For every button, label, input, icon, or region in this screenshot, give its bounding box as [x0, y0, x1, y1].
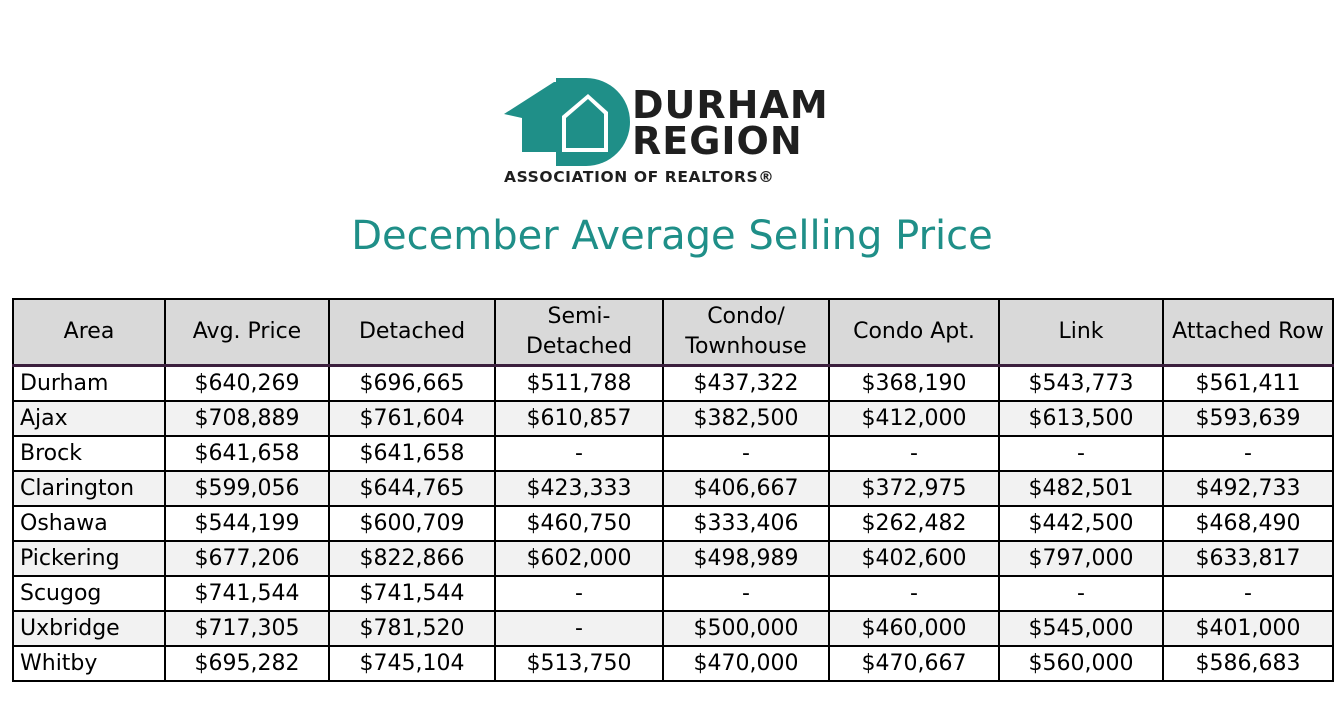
column-header: Attached Row	[1162, 298, 1334, 367]
price-cell: $641,658	[164, 435, 330, 472]
area-cell: Ajax	[12, 400, 166, 437]
area-cell: Pickering	[12, 540, 166, 577]
price-cell: $500,000	[662, 610, 830, 647]
price-cell: $599,056	[164, 470, 330, 507]
area-cell: Uxbridge	[12, 610, 166, 647]
price-cell: $544,199	[164, 505, 330, 542]
column-header: Link	[998, 298, 1164, 367]
price-cell: -	[662, 435, 830, 472]
price-cell: -	[662, 575, 830, 612]
column-header: Area	[12, 298, 166, 367]
price-cell: $560,000	[998, 645, 1164, 682]
price-cell: $586,683	[1162, 645, 1334, 682]
price-cell: $470,000	[662, 645, 830, 682]
price-cell: -	[494, 435, 664, 472]
price-cell: $633,817	[1162, 540, 1334, 577]
table-row: Scugog $741,544 $741,544- - - - -	[12, 575, 1334, 612]
price-cell: $543,773	[998, 364, 1164, 402]
area-cell: Scugog	[12, 575, 166, 612]
price-cell: $406,667	[662, 470, 830, 507]
price-cell: $468,490	[1162, 505, 1334, 542]
price-cell: -	[494, 610, 664, 647]
table-row: Durham $640,269 $696,665 $511,788 $437,322 $3…	[12, 364, 1334, 402]
price-cell: $644,765	[328, 470, 496, 507]
table-row: Uxbridge $717,305 $781,520- $500,000 $460,00…	[12, 610, 1334, 647]
price-cell: $402,600	[828, 540, 1000, 577]
price-cell: -	[1162, 435, 1334, 472]
price-cell: $677,206	[164, 540, 330, 577]
price-cell: $640,269	[164, 364, 330, 402]
area-cell: Durham	[12, 364, 166, 402]
price-cell: -	[1162, 575, 1334, 612]
column-header: Semi-Detached	[494, 298, 664, 367]
price-cell: $423,333	[494, 470, 664, 507]
price-cell: $610,857	[494, 400, 664, 437]
price-cell: $695,282	[164, 645, 330, 682]
table-row: Clarington $599,056 $644,765 $423,333 $406,6…	[12, 470, 1334, 507]
price-cell: -	[828, 435, 1000, 472]
column-header: Condo/ Townhouse	[662, 298, 830, 367]
price-cell: $781,520	[328, 610, 496, 647]
price-cell: $437,322	[662, 364, 830, 402]
table-row: Brock $641,658 $641,658- - - - -	[12, 435, 1334, 472]
price-cell: $600,709	[328, 505, 496, 542]
price-cell: $482,501	[998, 470, 1164, 507]
price-cell: $741,544	[164, 575, 330, 612]
house-d-icon	[504, 78, 630, 166]
logo-association-text: ASSOCIATION OF REALTORS®	[504, 168, 775, 186]
price-cell: $641,658	[328, 435, 496, 472]
table-row: Oshawa $544,199 $600,709 $460,750 $333,406 $2…	[12, 505, 1334, 542]
table-row: Ajax $708,889 $761,604 $610,857 $382,500 $412…	[12, 400, 1334, 437]
price-cell: $460,000	[828, 610, 1000, 647]
area-cell: Whitby	[12, 645, 166, 682]
price-cell: $761,604	[328, 400, 496, 437]
column-header: Avg. Price	[164, 298, 330, 367]
table-row: Whitby $695,282 $745,104 $513,750 $470,000 $4…	[12, 645, 1334, 682]
price-cell: $333,406	[662, 505, 830, 542]
column-header: Detached	[328, 298, 496, 367]
logo-region-text: REGION	[632, 119, 803, 163]
table-header-row: Area Avg. Price Detached Semi-Detached Condo…	[12, 298, 1334, 367]
price-cell: $741,544	[328, 575, 496, 612]
price-table: Area Avg. Price Detached Semi-Detached Condo…	[12, 298, 1334, 682]
price-cell: $470,667	[828, 645, 1000, 682]
logo-durham-text: DURHAM	[632, 83, 829, 127]
page-title: December Average Selling Price	[351, 213, 993, 259]
table-body: Durham $640,269 $696,665 $511,788 $437,322 $3…	[12, 364, 1334, 682]
column-header: Condo Apt.	[828, 298, 1000, 367]
price-cell: $822,866	[328, 540, 496, 577]
price-cell: $511,788	[494, 364, 664, 402]
price-cell: $696,665	[328, 364, 496, 402]
price-cell: $561,411	[1162, 364, 1334, 402]
price-cell: -	[494, 575, 664, 612]
price-cell: $412,000	[828, 400, 1000, 437]
price-cell: $492,733	[1162, 470, 1334, 507]
area-cell: Brock	[12, 435, 166, 472]
price-cell: $545,000	[998, 610, 1164, 647]
price-cell: $382,500	[662, 400, 830, 437]
price-cell: $745,104	[328, 645, 496, 682]
price-cell: $708,889	[164, 400, 330, 437]
price-cell: $717,305	[164, 610, 330, 647]
table-row: Pickering $677,206 $822,866 $602,000 $498,98…	[12, 540, 1334, 577]
price-cell: -	[828, 575, 1000, 612]
price-cell: $442,500	[998, 505, 1164, 542]
price-cell: $613,500	[998, 400, 1164, 437]
durham-region-logo: DURHAM REGION ASSOCIATION OF REALTORS®	[504, 78, 844, 190]
price-cell: $401,000	[1162, 610, 1334, 647]
price-cell: -	[998, 435, 1164, 472]
price-cell: $498,989	[662, 540, 830, 577]
price-cell: $368,190	[828, 364, 1000, 402]
area-cell: Clarington	[12, 470, 166, 507]
area-cell: Oshawa	[12, 505, 166, 542]
price-cell: $262,482	[828, 505, 1000, 542]
price-cell: -	[998, 575, 1164, 612]
price-cell: $797,000	[998, 540, 1164, 577]
price-cell: $602,000	[494, 540, 664, 577]
price-cell: $513,750	[494, 645, 664, 682]
price-cell: $372,975	[828, 470, 1000, 507]
price-cell: $460,750	[494, 505, 664, 542]
price-cell: $593,639	[1162, 400, 1334, 437]
